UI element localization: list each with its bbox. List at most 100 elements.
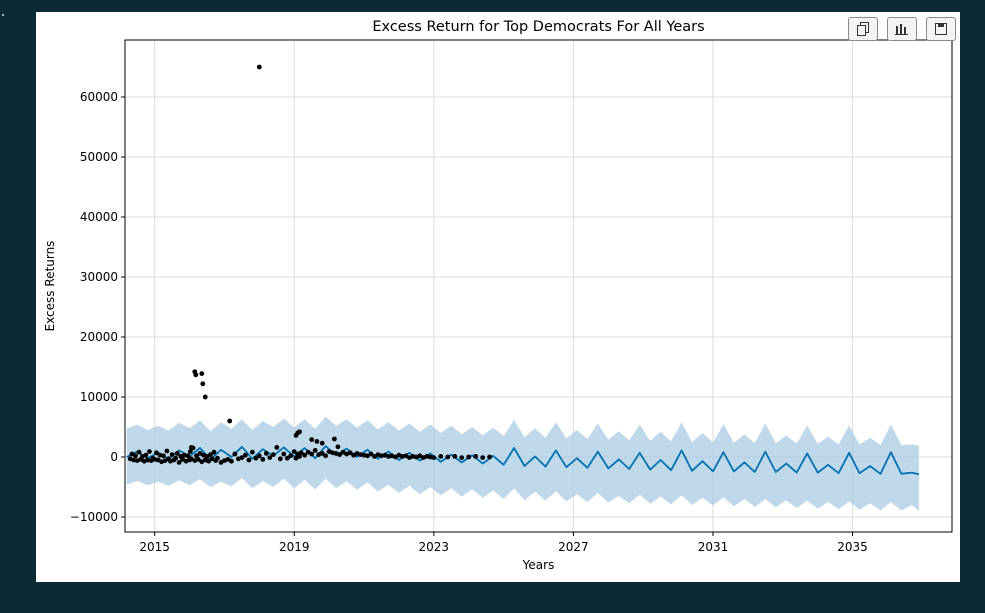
observed-point xyxy=(277,456,283,462)
observed-point xyxy=(260,457,266,462)
observed-point xyxy=(312,448,318,453)
observed-point xyxy=(473,454,479,459)
observed-point xyxy=(466,454,472,460)
y-tick-label: −10000 xyxy=(70,510,118,524)
observed-point xyxy=(161,453,166,459)
observed-point xyxy=(215,455,220,461)
observed-point xyxy=(438,454,444,459)
observed-point xyxy=(309,451,315,457)
observed-point xyxy=(297,454,302,459)
observed-point xyxy=(133,453,138,459)
observed-point xyxy=(194,453,199,459)
observed-point xyxy=(368,451,374,457)
observed-point xyxy=(267,455,273,460)
observed-point xyxy=(452,454,458,459)
copy-icon xyxy=(857,22,869,36)
chart-button[interactable] xyxy=(887,17,917,41)
observed-point xyxy=(250,449,255,455)
observed-point xyxy=(143,452,149,458)
save-button[interactable] xyxy=(926,17,956,41)
observed-point xyxy=(174,451,180,456)
forecast-line xyxy=(126,445,920,476)
observed-point xyxy=(263,451,269,456)
observed-points-layer xyxy=(127,64,492,465)
observed-point xyxy=(147,449,152,454)
observed-point xyxy=(459,455,465,460)
observed-point xyxy=(319,440,325,446)
observed-point xyxy=(256,64,262,70)
observed-point xyxy=(487,454,492,460)
corner-dot xyxy=(2,14,4,16)
observed-point xyxy=(335,444,341,450)
observed-point xyxy=(319,451,325,456)
observed-point xyxy=(199,371,205,376)
observed-point xyxy=(309,437,315,442)
observed-point xyxy=(253,455,259,461)
x-tick-label: 2023 xyxy=(419,540,450,554)
x-tick-label: 2031 xyxy=(698,540,729,554)
y-tick-layer: −10000 0 10000 20000 30000 40000 50000 60000 xyxy=(70,90,125,524)
observed-point xyxy=(314,439,320,444)
observed-point xyxy=(136,449,142,455)
bar-chart-icon xyxy=(895,23,909,35)
observed-point xyxy=(232,451,238,457)
x-tick-layer: 2015 2019 2023 2027 2031 2035 xyxy=(139,532,868,554)
chart-svg: 2015 2019 2023 2027 2031 2035 −10000 0 10000 200… xyxy=(43,19,953,572)
observed-point xyxy=(211,449,217,455)
observed-point xyxy=(256,453,262,459)
x-tick-label: 2027 xyxy=(558,540,589,554)
observed-point xyxy=(188,445,194,450)
observed-point xyxy=(332,436,337,442)
observed-point xyxy=(288,453,294,459)
observed-point xyxy=(208,452,213,457)
y-tick-label: 20000 xyxy=(80,330,118,344)
observed-point xyxy=(323,453,328,459)
observed-point xyxy=(227,418,233,424)
y-tick-label: 50000 xyxy=(80,150,118,164)
observed-point xyxy=(480,455,486,460)
observed-point xyxy=(239,455,245,460)
observed-point xyxy=(202,394,208,400)
observed-point xyxy=(173,455,179,461)
observed-point xyxy=(154,450,159,456)
observed-point xyxy=(270,452,276,457)
y-tick-label: 40000 xyxy=(80,210,118,224)
y-axis-label: Excess Returns xyxy=(43,241,57,332)
observed-point xyxy=(206,458,212,464)
copy-button[interactable] xyxy=(848,17,878,41)
observed-point xyxy=(291,449,297,454)
plot-frame xyxy=(124,39,953,533)
observed-point xyxy=(164,448,170,454)
observed-point xyxy=(281,451,287,457)
observed-point xyxy=(229,458,234,464)
y-tick-label: 10000 xyxy=(80,390,118,404)
grid-layer xyxy=(125,40,952,532)
observed-point xyxy=(185,453,191,459)
forecast-line-layer xyxy=(126,445,920,476)
y-tick-label: 30000 xyxy=(80,270,118,284)
observed-point xyxy=(274,445,280,450)
observed-point xyxy=(298,450,304,456)
observed-point xyxy=(347,450,353,456)
observed-point xyxy=(187,449,193,454)
observed-point xyxy=(246,457,252,463)
x-tick-label: 2019 xyxy=(279,540,310,554)
x-axis-label: Years xyxy=(522,558,555,572)
x-tick-label: 2015 xyxy=(139,540,170,554)
observed-point xyxy=(243,452,248,458)
observed-point xyxy=(176,460,182,465)
observed-point xyxy=(302,452,308,458)
y-tick-label: 0 xyxy=(110,450,118,464)
observed-point xyxy=(284,455,290,461)
observed-point xyxy=(200,381,206,387)
save-icon xyxy=(935,23,947,35)
observed-point xyxy=(295,430,301,436)
observed-point xyxy=(193,372,199,378)
observed-point xyxy=(337,452,342,457)
observed-point xyxy=(169,452,175,457)
observed-point xyxy=(195,457,201,462)
toolbar xyxy=(848,17,956,41)
observed-point xyxy=(445,454,451,460)
y-tick-label: 60000 xyxy=(80,90,118,104)
figure-panel: 2015 2019 2023 2027 2031 2035 −10000 0 10000 200… xyxy=(36,12,960,582)
